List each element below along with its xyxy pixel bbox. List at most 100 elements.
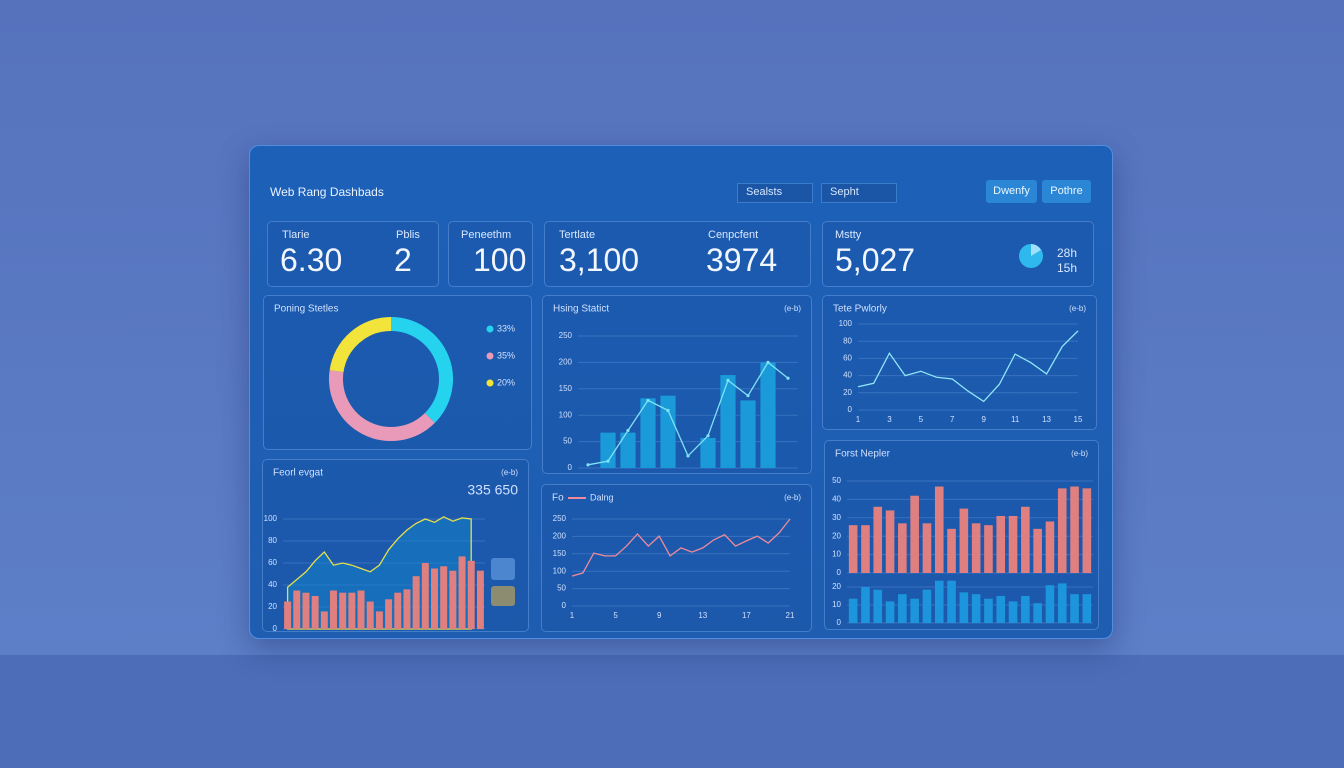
y-tick-label: 200: [559, 358, 573, 367]
x-tick-label: 1: [570, 611, 575, 620]
bar: [984, 525, 993, 573]
y-tick-label: 0: [848, 405, 853, 414]
button[interactable]: Pothre: [1042, 180, 1091, 203]
bar: [885, 601, 895, 623]
x-tick-label: 11: [1011, 415, 1020, 424]
bar: [1082, 594, 1092, 623]
donut-segment: [329, 317, 392, 373]
bar: [1057, 583, 1067, 623]
bar: [922, 523, 932, 573]
y-tick-label: 20: [832, 582, 841, 591]
bar: [1057, 488, 1067, 573]
bar: [959, 508, 969, 573]
bar: [934, 580, 944, 623]
bar: [339, 592, 347, 629]
bar: [947, 528, 956, 573]
point: [666, 408, 670, 413]
bar: [1008, 515, 1018, 573]
swatch: [491, 586, 515, 606]
x-tick-label: 13: [698, 611, 707, 620]
dropdown[interactable]: Sealsts: [737, 183, 813, 203]
x-tick-label: 21: [786, 611, 795, 620]
bar: [959, 592, 969, 623]
panel: Forst Nepler (e-b) 0 10 20 30 40 50 0 10 20: [824, 440, 1099, 630]
bar: [934, 486, 944, 573]
bar: [348, 592, 356, 629]
bar: [440, 566, 448, 629]
bar: [848, 598, 858, 623]
bar: [1008, 601, 1018, 623]
x-tick-label: 1: [856, 415, 861, 424]
bar: [293, 590, 301, 629]
button[interactable]: Dwenfy: [986, 180, 1037, 203]
bar: [1033, 528, 1042, 573]
point: [646, 398, 650, 403]
bar: [861, 587, 870, 623]
kpi-label: Pblis: [396, 229, 420, 241]
x-tick-label: 7: [950, 415, 955, 424]
x-tick-label: 3: [887, 415, 892, 424]
legend-label: 35%: [497, 350, 515, 360]
bar: [700, 437, 716, 468]
point: [626, 428, 630, 433]
bar: [476, 570, 484, 629]
bar: [1070, 486, 1079, 573]
chart: Fo (e-b) 0 50 100 150 200 250 1 5 9 13 17 21 Dalng: [552, 492, 801, 620]
bar: [910, 598, 919, 623]
bar: [1033, 603, 1042, 623]
panel: Poning Stetles 33% 35% 20%: [263, 295, 532, 450]
y-tick-label: 0: [837, 618, 842, 627]
panel-title: Fo: [552, 493, 564, 504]
y-tick-label: 100: [559, 410, 573, 419]
panel-note: (e-b): [784, 493, 801, 502]
panel-title: Feorl evgat: [273, 468, 323, 479]
panel-note: (e-b): [1071, 449, 1088, 458]
legend-label: Dalng: [590, 492, 614, 502]
panel: Feorl evgat (e-b) 0 20 40 60 80 100 335 650: [262, 459, 529, 632]
dropdown[interactable]: Sepht: [821, 183, 897, 203]
y-tick-label: 50: [832, 476, 841, 485]
line: [857, 330, 1079, 403]
y-tick-label: 200: [553, 532, 567, 541]
donut-segment: [329, 370, 435, 441]
y-tick-label: 250: [559, 331, 573, 340]
bar: [720, 375, 736, 468]
point: [586, 463, 590, 467]
point: [686, 454, 690, 458]
kpi-label: Cenpcfent: [708, 229, 759, 241]
bar: [873, 589, 883, 623]
y-tick-label: 0: [568, 463, 573, 472]
y-tick-label: 100: [264, 514, 278, 523]
kpi-label: Mstty: [835, 229, 862, 241]
bar: [421, 563, 429, 629]
chart: Hsing Statict (e-b) 0 50 100 150 200 250: [553, 304, 801, 472]
x-tick-label: 9: [981, 415, 986, 424]
bar: [861, 525, 870, 573]
bar: [320, 611, 328, 629]
y-tick-label: 50: [563, 437, 572, 446]
y-tick-label: 80: [843, 336, 852, 345]
y-tick-label: 60: [843, 354, 852, 363]
y-tick-label: 80: [268, 536, 277, 545]
kpi-value: 100: [473, 242, 527, 278]
bar: [922, 589, 932, 623]
bar: [996, 515, 1006, 573]
bar: [458, 556, 466, 629]
bar: [385, 599, 393, 629]
y-tick-label: 150: [559, 384, 573, 393]
y-tick-label: 40: [843, 371, 852, 380]
y-tick-label: 0: [837, 568, 842, 577]
bar: [640, 398, 656, 468]
bar: [375, 611, 383, 629]
y-tick-label: 100: [839, 319, 853, 328]
bar: [885, 510, 895, 573]
y-tick-label: 50: [557, 584, 566, 593]
kpi-label: Peneethm: [461, 229, 512, 241]
bar: [971, 523, 981, 573]
bar: [302, 592, 310, 629]
kpi-label: Tlarie: [282, 229, 310, 241]
annotation: 335 650: [467, 482, 518, 498]
bar: [996, 596, 1006, 623]
bar: [449, 570, 457, 629]
